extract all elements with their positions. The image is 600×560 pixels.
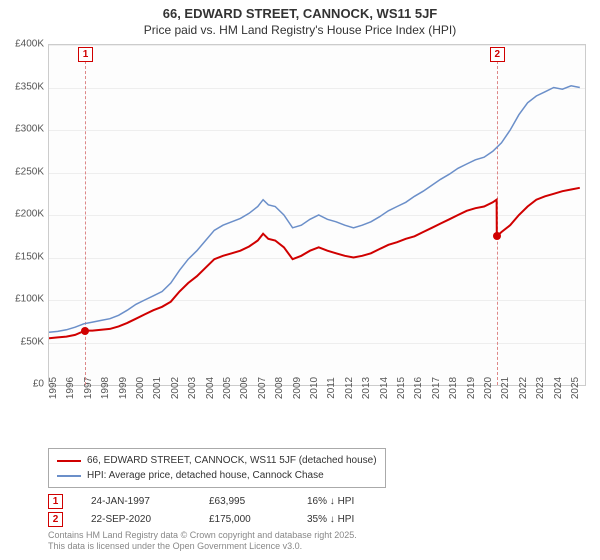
marker-hpi-1: 16% ↓ HPI xyxy=(307,496,387,507)
y-axis-label: £200K xyxy=(15,209,44,220)
chart-title-line1: 66, EDWARD STREET, CANNOCK, WS11 5JF xyxy=(0,0,600,23)
plot-area: 12 xyxy=(48,44,586,386)
legend-swatch-price xyxy=(57,460,81,462)
chart-area: 12 £0£50K£100K£150K£200K£250K£300K£350K£… xyxy=(48,44,584,414)
legend-item-price: 66, EDWARD STREET, CANNOCK, WS11 5JF (de… xyxy=(57,453,377,468)
marker-hpi-2: 35% ↓ HPI xyxy=(307,514,387,525)
y-axis-label: £100K xyxy=(15,294,44,305)
legend-label-price: 66, EDWARD STREET, CANNOCK, WS11 5JF (de… xyxy=(87,453,377,468)
hpi-line xyxy=(49,86,580,332)
footer-line1: Contains HM Land Registry data © Crown c… xyxy=(48,530,357,541)
footer: Contains HM Land Registry data © Crown c… xyxy=(48,530,357,552)
chart-title-line2: Price paid vs. HM Land Registry's House … xyxy=(0,23,600,41)
marker-badge-2: 2 xyxy=(48,512,63,527)
y-axis-label: £400K xyxy=(15,39,44,50)
price-paid-line xyxy=(49,188,580,338)
y-axis-label: £250K xyxy=(15,166,44,177)
legend-label-hpi: HPI: Average price, detached house, Cann… xyxy=(87,468,324,483)
marker-table: 1 24-JAN-1997 £63,995 16% ↓ HPI 2 22-SEP… xyxy=(48,492,387,528)
marker-box: 2 xyxy=(490,47,505,62)
marker-row-1: 1 24-JAN-1997 £63,995 16% ↓ HPI xyxy=(48,492,387,510)
marker-date-1: 24-JAN-1997 xyxy=(91,496,181,507)
marker-date-2: 22-SEP-2020 xyxy=(91,514,181,525)
legend: 66, EDWARD STREET, CANNOCK, WS11 5JF (de… xyxy=(48,448,386,488)
y-axis-label: £50K xyxy=(21,336,44,347)
marker-price-2: £175,000 xyxy=(209,514,279,525)
marker-price-1: £63,995 xyxy=(209,496,279,507)
marker-row-2: 2 22-SEP-2020 £175,000 35% ↓ HPI xyxy=(48,510,387,528)
marker-box: 1 xyxy=(78,47,93,62)
marker-badge-1: 1 xyxy=(48,494,63,509)
y-axis-label: £0 xyxy=(33,379,44,390)
legend-item-hpi: HPI: Average price, detached house, Cann… xyxy=(57,468,377,483)
y-axis-label: £300K xyxy=(15,124,44,135)
marker-dot xyxy=(81,327,89,335)
footer-line2: This data is licensed under the Open Gov… xyxy=(48,541,357,552)
chart-container: 66, EDWARD STREET, CANNOCK, WS11 5JF Pri… xyxy=(0,0,600,560)
y-axis-label: £350K xyxy=(15,81,44,92)
marker-dot xyxy=(493,232,501,240)
legend-swatch-hpi xyxy=(57,475,81,477)
y-axis-label: £150K xyxy=(15,251,44,262)
chart-lines xyxy=(49,45,585,385)
